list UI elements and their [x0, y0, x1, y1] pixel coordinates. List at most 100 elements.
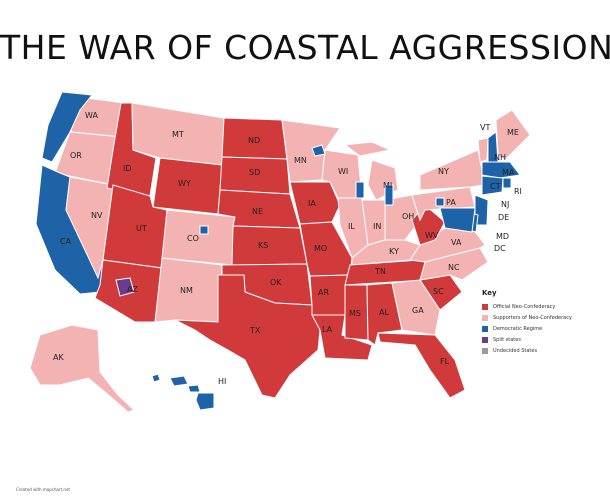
label-ne: NE — [252, 207, 263, 216]
state-ms[interactable] — [344, 284, 369, 341]
state-ny[interactable] — [419, 149, 486, 191]
state-vt[interactable] — [477, 137, 489, 163]
state-mi-up[interactable] — [343, 141, 392, 157]
label-sd: SD — [249, 168, 260, 177]
state-hi-2[interactable] — [169, 375, 189, 387]
key-label-undecided: Undecided States — [493, 347, 538, 354]
label-md: MD — [496, 232, 509, 241]
label-mn: MN — [294, 156, 307, 165]
label-vt: VT — [480, 123, 490, 132]
key-swatch-democratic — [482, 325, 488, 332]
key-swatch-supporter — [482, 314, 488, 321]
key-item-split: Split states — [482, 334, 592, 345]
label-de: DE — [498, 213, 509, 222]
state-hi-3[interactable] — [187, 384, 201, 393]
label-wa: WA — [85, 111, 98, 120]
state-ia[interactable] — [289, 181, 341, 225]
key-item-official: Official Neo-Confederacy — [482, 301, 592, 312]
marker-co-denver[interactable] — [199, 225, 209, 235]
label-dc: DC — [494, 244, 506, 253]
label-ok: OK — [270, 278, 282, 287]
marker-il-chicago[interactable] — [355, 181, 365, 199]
label-ms: MS — [349, 309, 361, 318]
marker-mn-minneapolis[interactable] — [311, 144, 326, 157]
state-ak[interactable] — [29, 324, 135, 413]
label-ma: MA — [502, 168, 515, 177]
key-label-democratic: Democratic Regime — [493, 325, 543, 332]
state-md[interactable] — [439, 207, 476, 233]
key-swatch-official — [482, 303, 488, 310]
label-wi: WI — [338, 167, 348, 176]
key-title: Key — [482, 289, 497, 297]
label-pa: PA — [446, 198, 456, 207]
label-nm: NM — [180, 286, 193, 295]
label-me: ME — [507, 128, 519, 137]
key-label-split: Split states — [493, 336, 521, 343]
label-co: CO — [187, 234, 199, 243]
key-item-undecided: Undecided States — [482, 345, 592, 356]
state-ar[interactable] — [309, 274, 351, 316]
label-mi: MI — [383, 181, 392, 190]
marker-az-split[interactable] — [115, 277, 135, 297]
label-ar: AR — [318, 288, 329, 297]
key-swatch-undecided — [482, 347, 488, 354]
label-tn: TN — [374, 267, 386, 276]
key-item-supporter: Supporters of Neo-Confederacy — [482, 312, 592, 323]
label-or: OR — [70, 151, 82, 160]
label-tx: TX — [249, 326, 261, 335]
label-la: LA — [322, 325, 333, 334]
label-va: VA — [451, 238, 462, 247]
label-ca: CA — [60, 237, 72, 246]
label-ut: UT — [136, 224, 147, 233]
label-in: IN — [373, 222, 381, 231]
label-fl: FL — [440, 357, 450, 366]
state-ri[interactable] — [502, 177, 512, 189]
label-ia: IA — [308, 199, 316, 208]
state-ma[interactable] — [481, 161, 521, 179]
label-hi: HI — [218, 377, 226, 386]
key-swatch-split — [482, 336, 488, 343]
state-ga[interactable] — [391, 279, 441, 336]
label-ri: RI — [514, 187, 522, 196]
state-tx[interactable] — [174, 274, 321, 399]
state-ct[interactable] — [481, 175, 504, 196]
label-ks: KS — [258, 241, 268, 250]
label-il: IL — [348, 222, 355, 231]
label-mt: MT — [172, 130, 184, 139]
label-nd: ND — [248, 136, 260, 145]
label-mo: MO — [314, 244, 327, 253]
label-id: ID — [123, 164, 132, 173]
state-hi-1[interactable] — [151, 373, 161, 383]
credit-text: Created with mapchart.net — [16, 487, 70, 492]
label-oh: OH — [402, 212, 414, 221]
label-nc: NC — [448, 263, 460, 272]
label-nv: NV — [91, 211, 103, 220]
state-nv[interactable] — [65, 176, 114, 280]
label-al: AL — [379, 308, 389, 317]
label-ga: GA — [412, 306, 424, 315]
state-hi-4[interactable] — [195, 392, 215, 411]
map-title: THE WAR OF COASTAL AGGRESSION — [0, 28, 610, 67]
state-me[interactable] — [495, 109, 531, 161]
state-ks[interactable] — [231, 225, 308, 266]
key-label-supporter: Supporters of Neo-Confederacy — [493, 314, 572, 321]
label-wy: WY — [178, 179, 191, 188]
state-wa-coast[interactable] — [41, 91, 93, 163]
map-key: Key Official Neo-Confederacy Supporters … — [482, 289, 592, 356]
key-label-official: Official Neo-Confederacy — [493, 303, 556, 310]
label-nh: NH — [494, 153, 506, 162]
label-ct: CT — [490, 182, 501, 191]
label-wv: WV — [425, 231, 439, 240]
label-nj: NJ — [501, 200, 509, 209]
key-item-democratic: Democratic Regime — [482, 323, 592, 334]
marker-mi-detroit[interactable] — [384, 184, 394, 206]
label-ak: AK — [53, 353, 64, 362]
label-sc: SC — [433, 287, 444, 296]
label-ky: KY — [389, 247, 399, 256]
label-ny: NY — [438, 167, 449, 176]
state-oh[interactable] — [384, 194, 421, 241]
label-az: AZ — [127, 285, 138, 294]
state-fl[interactable] — [377, 332, 466, 399]
marker-pa-pittsburgh[interactable] — [435, 197, 445, 207]
